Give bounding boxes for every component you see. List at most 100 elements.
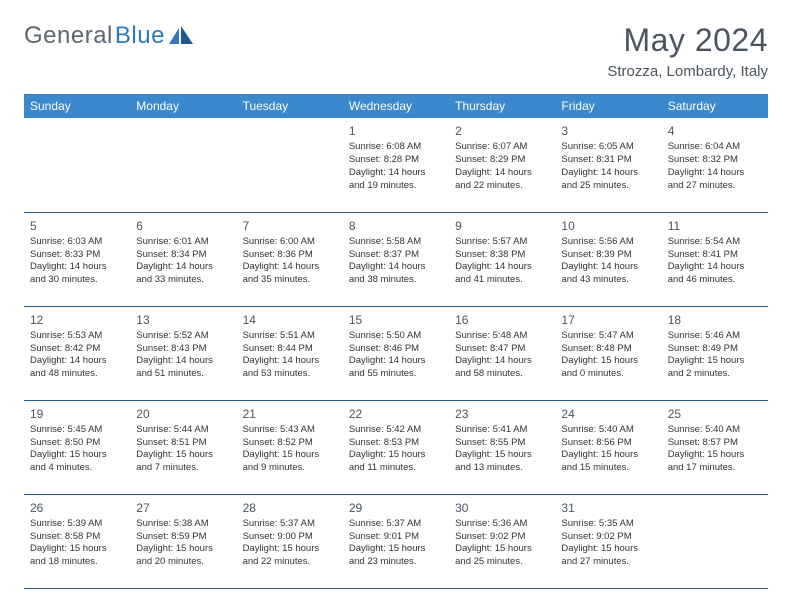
day-number: 21 [243,406,337,422]
day-number: 1 [349,123,443,139]
cell-line: Daylight: 15 hours [561,543,655,556]
cell-line: Sunrise: 5:37 AM [349,518,443,531]
day-number: 25 [668,406,762,422]
cell-line: Sunrise: 5:38 AM [136,518,230,531]
day-header: Monday [130,94,236,118]
day-number: 11 [668,218,762,234]
cell-line: Sunset: 8:32 PM [668,154,762,167]
cell-line: Daylight: 14 hours [136,261,230,274]
cell-line: and 35 minutes. [243,274,337,287]
cell-line: and 55 minutes. [349,368,443,381]
calendar-cell: 31Sunrise: 5:35 AMSunset: 9:02 PMDayligh… [555,494,661,588]
calendar-week-row: 1Sunrise: 6:08 AMSunset: 8:28 PMDaylight… [24,118,768,212]
day-number: 5 [30,218,124,234]
cell-line: Daylight: 14 hours [136,355,230,368]
day-number: 9 [455,218,549,234]
cell-line: Sunset: 8:55 PM [455,437,549,450]
cell-line: Daylight: 14 hours [561,167,655,180]
cell-line: Sunset: 8:44 PM [243,343,337,356]
cell-line: Sunset: 8:29 PM [455,154,549,167]
cell-line: Daylight: 14 hours [349,355,443,368]
calendar-cell: 11Sunrise: 5:54 AMSunset: 8:41 PMDayligh… [662,212,768,306]
calendar-cell: 13 Sunrise: 5:52 AMSunset: 8:43 PMDayligh… [130,306,236,400]
cell-line: and 17 minutes. [668,462,762,475]
cell-line: Sunrise: 5:41 AM [455,424,549,437]
cell-line: Sunrise: 5:57 AM [455,236,549,249]
cell-line: Sunset: 8:59 PM [136,531,230,544]
cell-line: and 41 minutes. [455,274,549,287]
cell-line: and 9 minutes. [243,462,337,475]
cell-line: Sunset: 8:42 PM [30,343,124,356]
day-header: Tuesday [237,94,343,118]
calendar-cell [237,118,343,212]
calendar-cell [24,118,130,212]
cell-line: and 48 minutes. [30,368,124,381]
cell-line: Sunrise: 5:43 AM [243,424,337,437]
calendar-cell: 18Sunrise: 5:46 AMSunset: 8:49 PMDayligh… [662,306,768,400]
day-number: 3 [561,123,655,139]
cell-line: and 58 minutes. [455,368,549,381]
cell-line: Sunrise: 5:40 AM [561,424,655,437]
cell-line: Sunset: 8:58 PM [30,531,124,544]
cell-line: and 23 minutes. [349,556,443,569]
cell-line: Daylight: 15 hours [136,543,230,556]
cell-line: and 53 minutes. [243,368,337,381]
cell-line: Sunrise: 5:45 AM [30,424,124,437]
cell-line: Daylight: 14 hours [349,261,443,274]
header: GeneralBlue May 2024 Strozza, Lombardy, … [24,22,768,80]
day-number: 13 [136,312,230,328]
cell-line: Daylight: 15 hours [243,543,337,556]
cell-line: and 43 minutes. [561,274,655,287]
cell-line: Sunset: 8:31 PM [561,154,655,167]
cell-line: Sunrise: 6:03 AM [30,236,124,249]
calendar-cell: 27Sunrise: 5:38 AMSunset: 8:59 PMDayligh… [130,494,236,588]
cell-line: Sunset: 9:00 PM [243,531,337,544]
calendar-cell: 3Sunrise: 6:05 AMSunset: 8:31 PMDaylight… [555,118,661,212]
cell-line: and 51 minutes. [136,368,230,381]
cell-line: Daylight: 14 hours [349,167,443,180]
cell-line: Sunrise: 5:44 AM [136,424,230,437]
cell-line: and 11 minutes. [349,462,443,475]
cell-line: Daylight: 15 hours [349,543,443,556]
cell-line: Daylight: 15 hours [136,449,230,462]
cell-line: and 15 minutes. [561,462,655,475]
day-number: 4 [668,123,762,139]
cell-line: Sunset: 8:43 PM [136,343,230,356]
cell-line: Daylight: 14 hours [30,355,124,368]
cell-line: Sunset: 8:33 PM [30,249,124,262]
cell-line: Sunrise: 5:52 AM [136,330,230,343]
calendar-cell [662,494,768,588]
logo-text-blue: Blue [115,22,165,50]
cell-line: and 27 minutes. [561,556,655,569]
cell-line: Daylight: 14 hours [668,167,762,180]
cell-line: Sunrise: 5:54 AM [668,236,762,249]
day-number: 23 [455,406,549,422]
day-number: 14 [243,312,337,328]
day-header: Friday [555,94,661,118]
calendar-cell: 6Sunrise: 6:01 AMSunset: 8:34 PMDaylight… [130,212,236,306]
calendar-cell: 14Sunrise: 5:51 AMSunset: 8:44 PMDayligh… [237,306,343,400]
calendar-week-row: 5 Sunrise: 6:03 AMSunset: 8:33 PM Daylight… [24,212,768,306]
cell-line: Sunrise: 5:35 AM [561,518,655,531]
cell-line: Sunrise: 5:50 AM [349,330,443,343]
cell-line: Sunset: 8:51 PM [136,437,230,450]
calendar-week-row: 26Sunrise: 5:39 AMSunset: 8:58 PMDayligh… [24,494,768,588]
page-subtitle: Strozza, Lombardy, Italy [607,63,768,80]
logo: GeneralBlue [24,22,195,50]
cell-line: Sunset: 8:47 PM [455,343,549,356]
calendar-cell: 23Sunrise: 5:41 AMSunset: 8:55 PMDayligh… [449,400,555,494]
cell-line: Daylight: 14 hours [243,261,337,274]
cell-line: Sunrise: 5:48 AM [455,330,549,343]
day-number: 31 [561,500,655,516]
cell-line: Sunset: 8:37 PM [349,249,443,262]
day-number: 16 [455,312,549,328]
cell-line: and 30 minutes. [30,274,124,287]
page-title: May 2024 [607,22,768,59]
day-number: 10 [561,218,655,234]
calendar-week-row: 19Sunrise: 5:45 AMSunset: 8:50 PMDayligh… [24,400,768,494]
cell-line: Sunset: 8:56 PM [561,437,655,450]
cell-line: Daylight: 15 hours [30,449,124,462]
day-number: 8 [349,218,443,234]
cell-line: Daylight: 14 hours [455,355,549,368]
day-number: 30 [455,500,549,516]
